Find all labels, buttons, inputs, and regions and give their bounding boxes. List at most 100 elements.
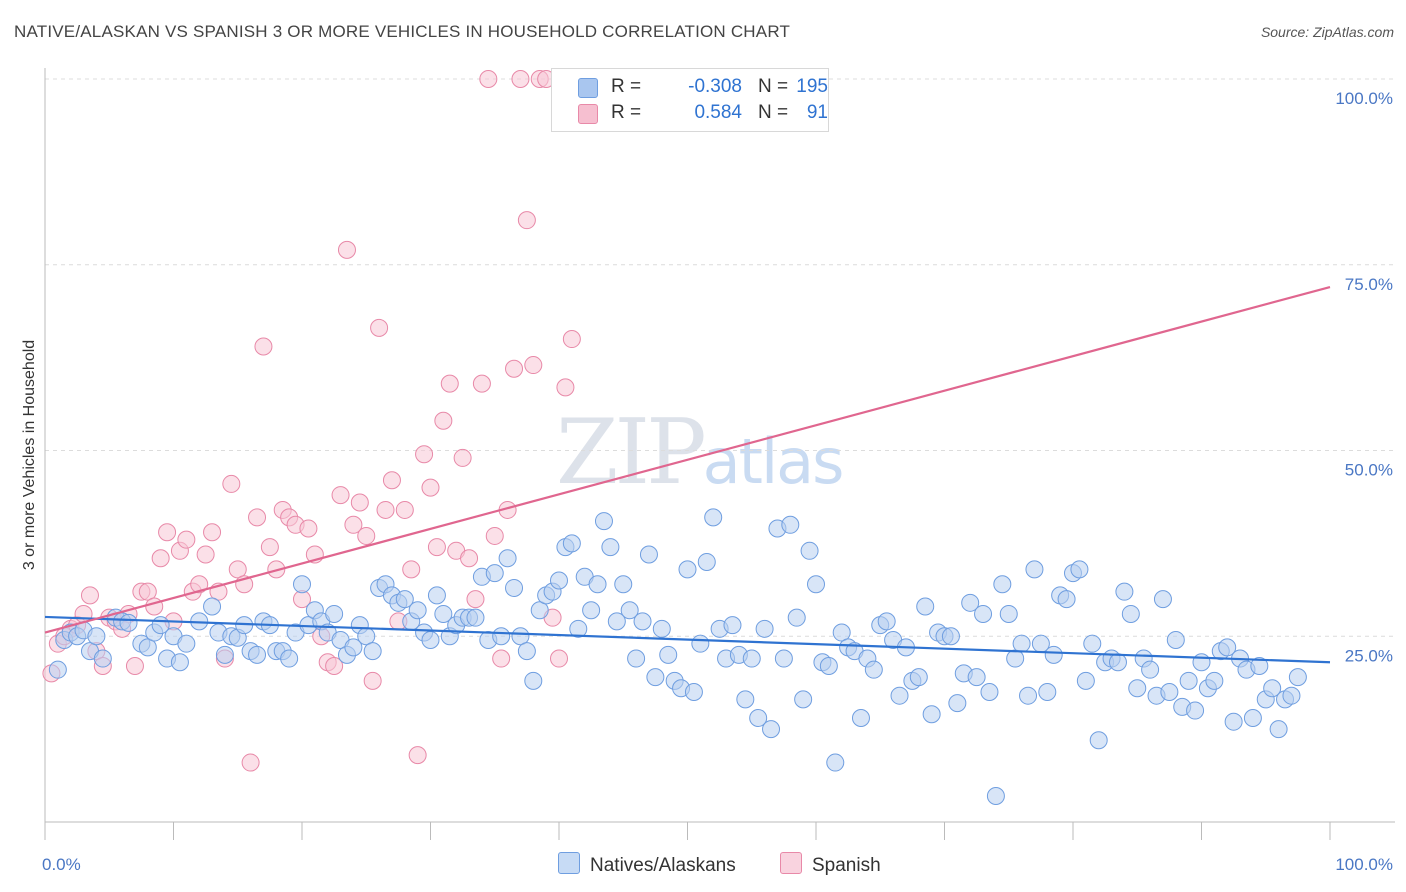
series-legend-swatch-natives bbox=[558, 852, 580, 874]
y-tick-label: 50.0% bbox=[1345, 461, 1393, 480]
native-point bbox=[427, 586, 446, 605]
native-point bbox=[1025, 560, 1044, 579]
native-point bbox=[434, 604, 453, 623]
spanish-point bbox=[337, 240, 356, 259]
native-point bbox=[485, 564, 504, 583]
native-point bbox=[967, 668, 986, 687]
spanish-point bbox=[427, 538, 446, 557]
native-point bbox=[614, 575, 633, 594]
series-legend-swatch-spanish bbox=[780, 852, 802, 874]
native-point bbox=[941, 627, 960, 646]
spanish-point bbox=[228, 560, 247, 579]
native-point bbox=[948, 694, 967, 713]
native-point bbox=[736, 690, 755, 709]
native-point bbox=[980, 682, 999, 701]
native-point bbox=[177, 634, 196, 653]
native-point bbox=[48, 660, 67, 679]
native-point bbox=[864, 660, 883, 679]
native-point bbox=[877, 612, 896, 631]
native-point bbox=[639, 545, 658, 564]
native-point bbox=[1115, 582, 1134, 601]
native-point bbox=[1128, 679, 1147, 698]
native-point bbox=[755, 619, 774, 638]
native-point bbox=[742, 649, 761, 668]
native-point bbox=[248, 645, 267, 664]
spanish-point bbox=[254, 337, 273, 356]
spanish-point bbox=[415, 445, 434, 464]
spanish-point bbox=[370, 318, 389, 337]
native-point bbox=[1243, 708, 1262, 727]
native-point bbox=[807, 575, 825, 594]
native-point bbox=[1141, 660, 1160, 679]
spanish-point bbox=[190, 575, 209, 594]
native-point bbox=[1083, 634, 1102, 653]
native-point bbox=[215, 645, 234, 664]
native-point bbox=[466, 608, 485, 627]
native-point bbox=[620, 601, 639, 620]
legend-n-label: N = bbox=[758, 76, 789, 97]
native-point bbox=[774, 649, 793, 668]
native-point bbox=[511, 627, 530, 646]
native-point bbox=[550, 571, 568, 590]
native-point bbox=[569, 619, 588, 638]
spanish-point bbox=[350, 493, 369, 512]
native-point bbox=[652, 619, 671, 638]
native-point bbox=[800, 541, 819, 560]
y-axis-title: 3 or more Vehicles in Household bbox=[21, 340, 38, 570]
native-point bbox=[794, 690, 813, 709]
native-point bbox=[607, 612, 626, 631]
series-legend-label: Natives/Alaskans bbox=[590, 855, 736, 876]
spanish-point bbox=[177, 530, 196, 549]
legend-n-label: N = bbox=[758, 102, 789, 123]
native-point bbox=[1218, 638, 1237, 657]
native-point bbox=[119, 613, 138, 632]
native-point bbox=[697, 552, 716, 571]
native-point bbox=[325, 604, 344, 623]
native-point bbox=[819, 656, 838, 675]
spanish-point bbox=[421, 478, 440, 497]
native-point bbox=[395, 590, 414, 609]
spanish-point bbox=[357, 526, 376, 545]
native-point bbox=[280, 649, 299, 668]
native-point bbox=[1076, 671, 1095, 690]
y-tick-label: 75.0% bbox=[1345, 275, 1393, 294]
native-point bbox=[787, 608, 806, 627]
native-point bbox=[909, 668, 928, 687]
native-point bbox=[1057, 590, 1076, 609]
correlation-legend: R = -0.308 N = 195 R = 0.584 N = 91 bbox=[551, 68, 829, 132]
spanish-point bbox=[440, 374, 459, 393]
native-point bbox=[723, 616, 742, 635]
native-point bbox=[1288, 668, 1307, 687]
native-point bbox=[1192, 653, 1211, 672]
native-point bbox=[1038, 682, 1057, 701]
native-point bbox=[678, 560, 697, 579]
native-point bbox=[138, 638, 157, 657]
spanish-point bbox=[453, 448, 472, 467]
native-point bbox=[974, 604, 993, 623]
native-point bbox=[1282, 686, 1301, 705]
source-label: Source: ZipAtlas.com bbox=[1260, 24, 1394, 40]
spanish-point bbox=[382, 471, 401, 490]
native-point bbox=[659, 645, 678, 664]
native-point bbox=[704, 508, 723, 527]
native-point bbox=[781, 515, 800, 534]
native-point bbox=[1269, 720, 1288, 739]
native-point bbox=[890, 686, 909, 705]
spanish-point bbox=[517, 211, 536, 230]
native-point bbox=[1044, 645, 1063, 664]
native-point bbox=[408, 601, 427, 620]
spanish-point bbox=[505, 359, 524, 378]
spanish-point bbox=[466, 590, 485, 609]
native-point bbox=[93, 649, 112, 668]
spanish-trend-line bbox=[44, 285, 1331, 634]
native-point bbox=[691, 634, 710, 653]
spanish-point bbox=[151, 549, 170, 568]
spanish-point bbox=[138, 582, 157, 601]
native-point bbox=[627, 649, 646, 668]
spanish-point bbox=[492, 649, 511, 668]
legend-swatch-natives bbox=[578, 78, 598, 98]
legend-n-value: 195 bbox=[796, 76, 828, 97]
native-trend-line bbox=[44, 615, 1331, 664]
native-point bbox=[594, 512, 613, 531]
